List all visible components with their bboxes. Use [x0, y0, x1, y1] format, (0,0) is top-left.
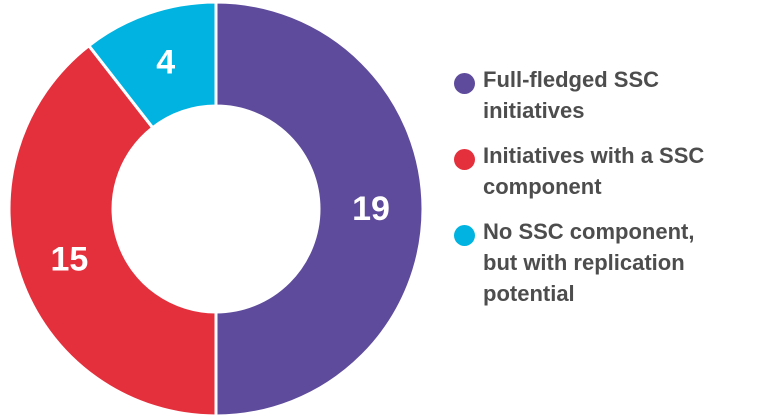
chart-value-labels: 19 15 4	[50, 43, 389, 278]
chart-legend: Full-fledged SSC initiatives Initiatives…	[454, 64, 779, 323]
donut-value-label-initiatives-with-a-ssc-component: 15	[50, 240, 88, 278]
legend-label-ssc-component: Initiatives with a SSC component	[483, 140, 779, 202]
legend-label-line: initiatives	[483, 98, 585, 123]
legend-label-replication: No SSC component, but with replication p…	[483, 216, 779, 309]
legend-swatch-ssc-component-icon	[454, 149, 475, 170]
donut-chart: 19 15 4	[7, 0, 425, 417]
legend-label-line: Initiatives with a SSC	[483, 143, 705, 168]
legend-label-full-fledged: Full-fledged SSC initiatives	[483, 64, 779, 126]
legend-item-replication: No SSC component, but with replication p…	[454, 216, 779, 309]
donut-value-label-no-ssc-component-but-with-replication-potential: 4	[156, 43, 175, 81]
legend-item-ssc-component: Initiatives with a SSC component	[454, 140, 779, 202]
donut-slice-initiatives-with-a-ssc-component	[7, 43, 218, 417]
donut-slice-full-fledged-ssc-initiatives	[214, 0, 425, 417]
legend-item-full-fledged: Full-fledged SSC initiatives	[454, 64, 779, 126]
chart-slices	[7, 0, 425, 417]
legend-swatch-replication-icon	[454, 225, 475, 246]
donut-slice-no-ssc-component-but-with-replication-potential	[86, 0, 218, 130]
legend-label-line: component	[483, 174, 602, 199]
legend-label-line: but with replication	[483, 250, 685, 275]
legend-label-line: Full-fledged SSC	[483, 67, 659, 92]
legend-label-line: potential	[483, 281, 575, 306]
legend-swatch-full-fledged-icon	[454, 73, 475, 94]
donut-value-label-full-fledged-ssc-initiatives: 19	[352, 190, 390, 228]
legend-label-line: No SSC component,	[483, 219, 695, 244]
